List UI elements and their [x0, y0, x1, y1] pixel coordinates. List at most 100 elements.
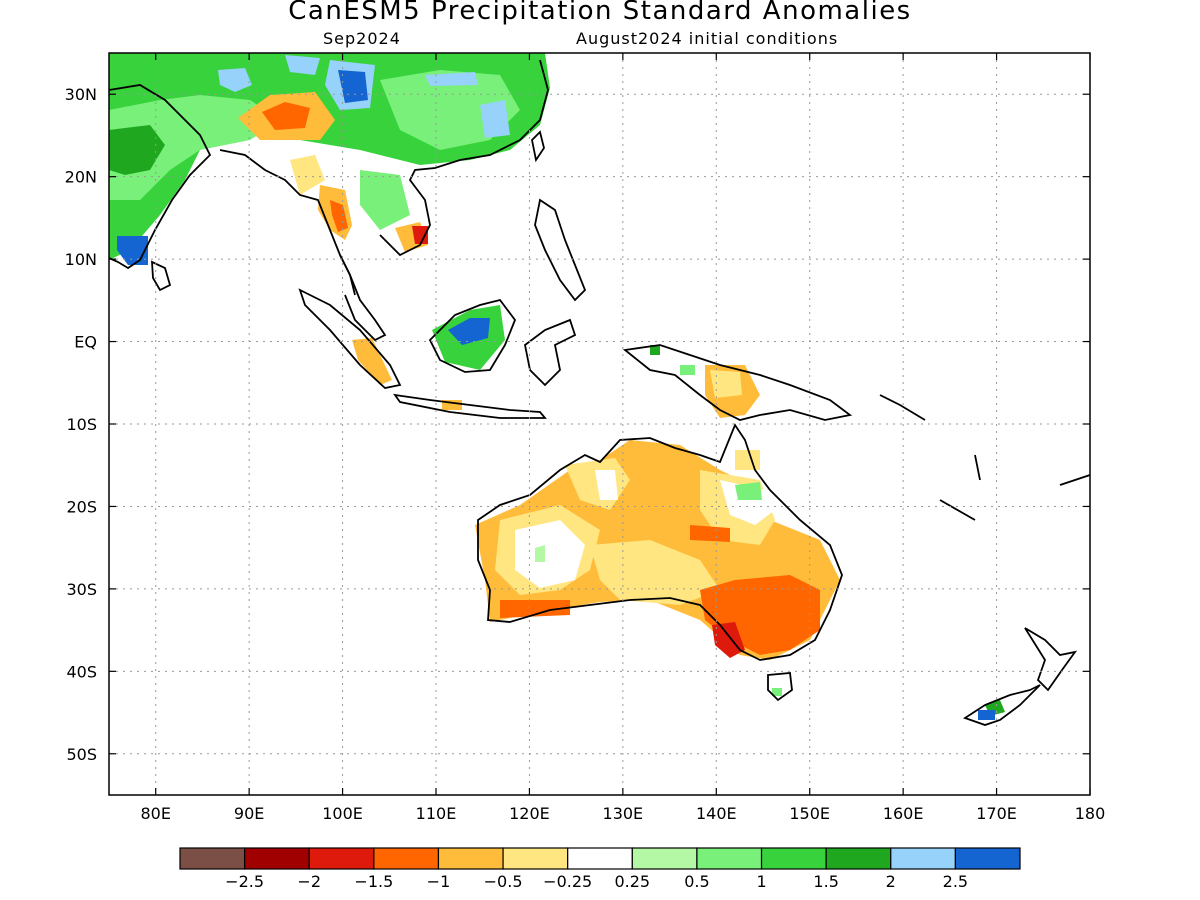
moluccas-wet [650, 345, 660, 355]
australia [477, 423, 843, 661]
light-blue-patch-2 [285, 55, 320, 75]
lon-tick-label: 170E [976, 804, 1017, 823]
blue-patch-china [338, 70, 368, 103]
australia-wet-dot [535, 545, 545, 562]
colorbar-swatch [437, 847, 504, 870]
lat-tick-label: 10N [65, 250, 97, 269]
tasmania [767, 672, 793, 702]
tibet-very-dry [262, 102, 310, 130]
australia-southeast-extreme-dry [712, 622, 745, 658]
colorbar-swatch [179, 847, 246, 870]
philippines [534, 198, 587, 302]
colorbar-label: 1.5 [813, 872, 838, 891]
indochina-coast [379, 59, 549, 257]
asia-moderate-wet [109, 95, 280, 200]
java [393, 393, 547, 419]
colorbar-swatch [954, 847, 1021, 870]
lon-tick-label: 90E [234, 804, 264, 823]
lon-tick-label: 100E [322, 804, 363, 823]
colorbar-legend: −2.5 −2 −1.5 −1 −0.5 −0.25 0.25 0.5 1 1.5 2 2.5 [179, 847, 1021, 891]
colorbar-swatch [696, 847, 763, 870]
new-guinea-light-dry [710, 370, 742, 398]
lat-tick-label: 30N [65, 85, 97, 104]
colorbar-label: −2 [297, 872, 321, 891]
lon-tick-label: 110E [416, 804, 457, 823]
lat-tick-label: 50S [66, 745, 97, 764]
australia-wet-east [735, 482, 762, 500]
borneo-very-wet [448, 318, 490, 345]
graticule [109, 53, 1090, 795]
light-blue-patch-5 [480, 100, 510, 138]
asia-coastline [109, 84, 212, 270]
light-blue-patch-1 [218, 68, 252, 92]
myanmar-very-dry [330, 200, 348, 232]
forecast-month: Sep2024 [323, 29, 401, 48]
colorbar-label: 2 [886, 872, 896, 891]
australia-neutral-west [515, 520, 585, 588]
colorbar-swatch [308, 847, 375, 870]
australia-neutral-east [720, 480, 775, 525]
nz-very-wet [978, 710, 995, 720]
lat-tick-label: 20S [66, 497, 97, 516]
indochina-dry-light [290, 155, 325, 195]
colorbar-swatch [567, 847, 633, 870]
sumatra [298, 288, 402, 389]
new-guinea-wet [680, 365, 695, 375]
colorbar-swatch [825, 847, 892, 870]
lon-tick-label: 180 [1075, 804, 1106, 823]
malay-peninsula [339, 254, 387, 342]
cape-york-dry [735, 450, 760, 470]
sulawesi [524, 318, 577, 387]
map-title: CanESM5 Precipitation Standard Anomalies [288, 0, 912, 26]
nz-south-island [962, 684, 1041, 726]
australia-neutral-north [595, 470, 618, 500]
light-blue-patch-4 [425, 72, 478, 86]
lat-tick-label: EQ [74, 333, 97, 352]
colorbar-label: −1.5 [354, 872, 393, 891]
initial-conditions: August2024 initial conditions [576, 29, 839, 48]
borneo [428, 298, 517, 373]
indochina-wet [360, 170, 410, 230]
sri-lanka [151, 260, 172, 292]
sumatra-dry [352, 338, 392, 385]
colorbar-label: 2.5 [943, 872, 968, 891]
colorbar-swatch [502, 847, 569, 870]
vietnam-very-dry [412, 226, 428, 244]
lon-tick-label: 140E [696, 804, 737, 823]
lon-tick-label: 80E [140, 804, 170, 823]
colorbar-swatch [760, 847, 827, 870]
india-strong-wet [109, 125, 165, 175]
solomon-islands [879, 394, 976, 521]
blue-patch-sri-lanka [117, 236, 148, 265]
lon-tick-label: 120E [509, 804, 550, 823]
colorbar-label: −0.5 [484, 872, 523, 891]
lat-tick-label: 30S [66, 580, 97, 599]
coastlines [109, 59, 1090, 726]
lat-tick-label: 10S [66, 415, 97, 434]
lat-tick-label: 20N [65, 168, 97, 187]
colorbar-label: −1 [427, 872, 451, 891]
colorbar-label: −0.25 [543, 872, 592, 891]
colorbar-label: 1 [756, 872, 766, 891]
australia-sw-very-dry [500, 600, 570, 618]
nz-north-island [1024, 627, 1078, 692]
colorbar-label: 0.25 [614, 872, 650, 891]
lon-tick-label: 150E [789, 804, 830, 823]
new-guinea [622, 344, 853, 421]
taiwan [531, 130, 545, 163]
axis-ticks: 30N 20N 10N EQ 10S 20S 30S 40S 50S 80E 90E 100E 110E… [65, 53, 1106, 823]
colorbar-swatch [631, 847, 698, 870]
colorbar-label: −2.5 [225, 872, 264, 891]
australia-central-very-dry [690, 525, 730, 542]
lon-tick-label: 160E [883, 804, 924, 823]
lon-tick-label: 130E [603, 804, 644, 823]
anomaly-shading [109, 53, 1005, 720]
colorbar-swatch [244, 847, 310, 870]
colorbar-label: 0.5 [684, 872, 709, 891]
australia-central-light-dry [590, 540, 720, 605]
colorbar-swatch [373, 847, 440, 870]
tasmania-wet [772, 688, 782, 696]
lat-tick-label: 40S [66, 662, 97, 681]
vanuatu-fiji [974, 454, 1090, 486]
